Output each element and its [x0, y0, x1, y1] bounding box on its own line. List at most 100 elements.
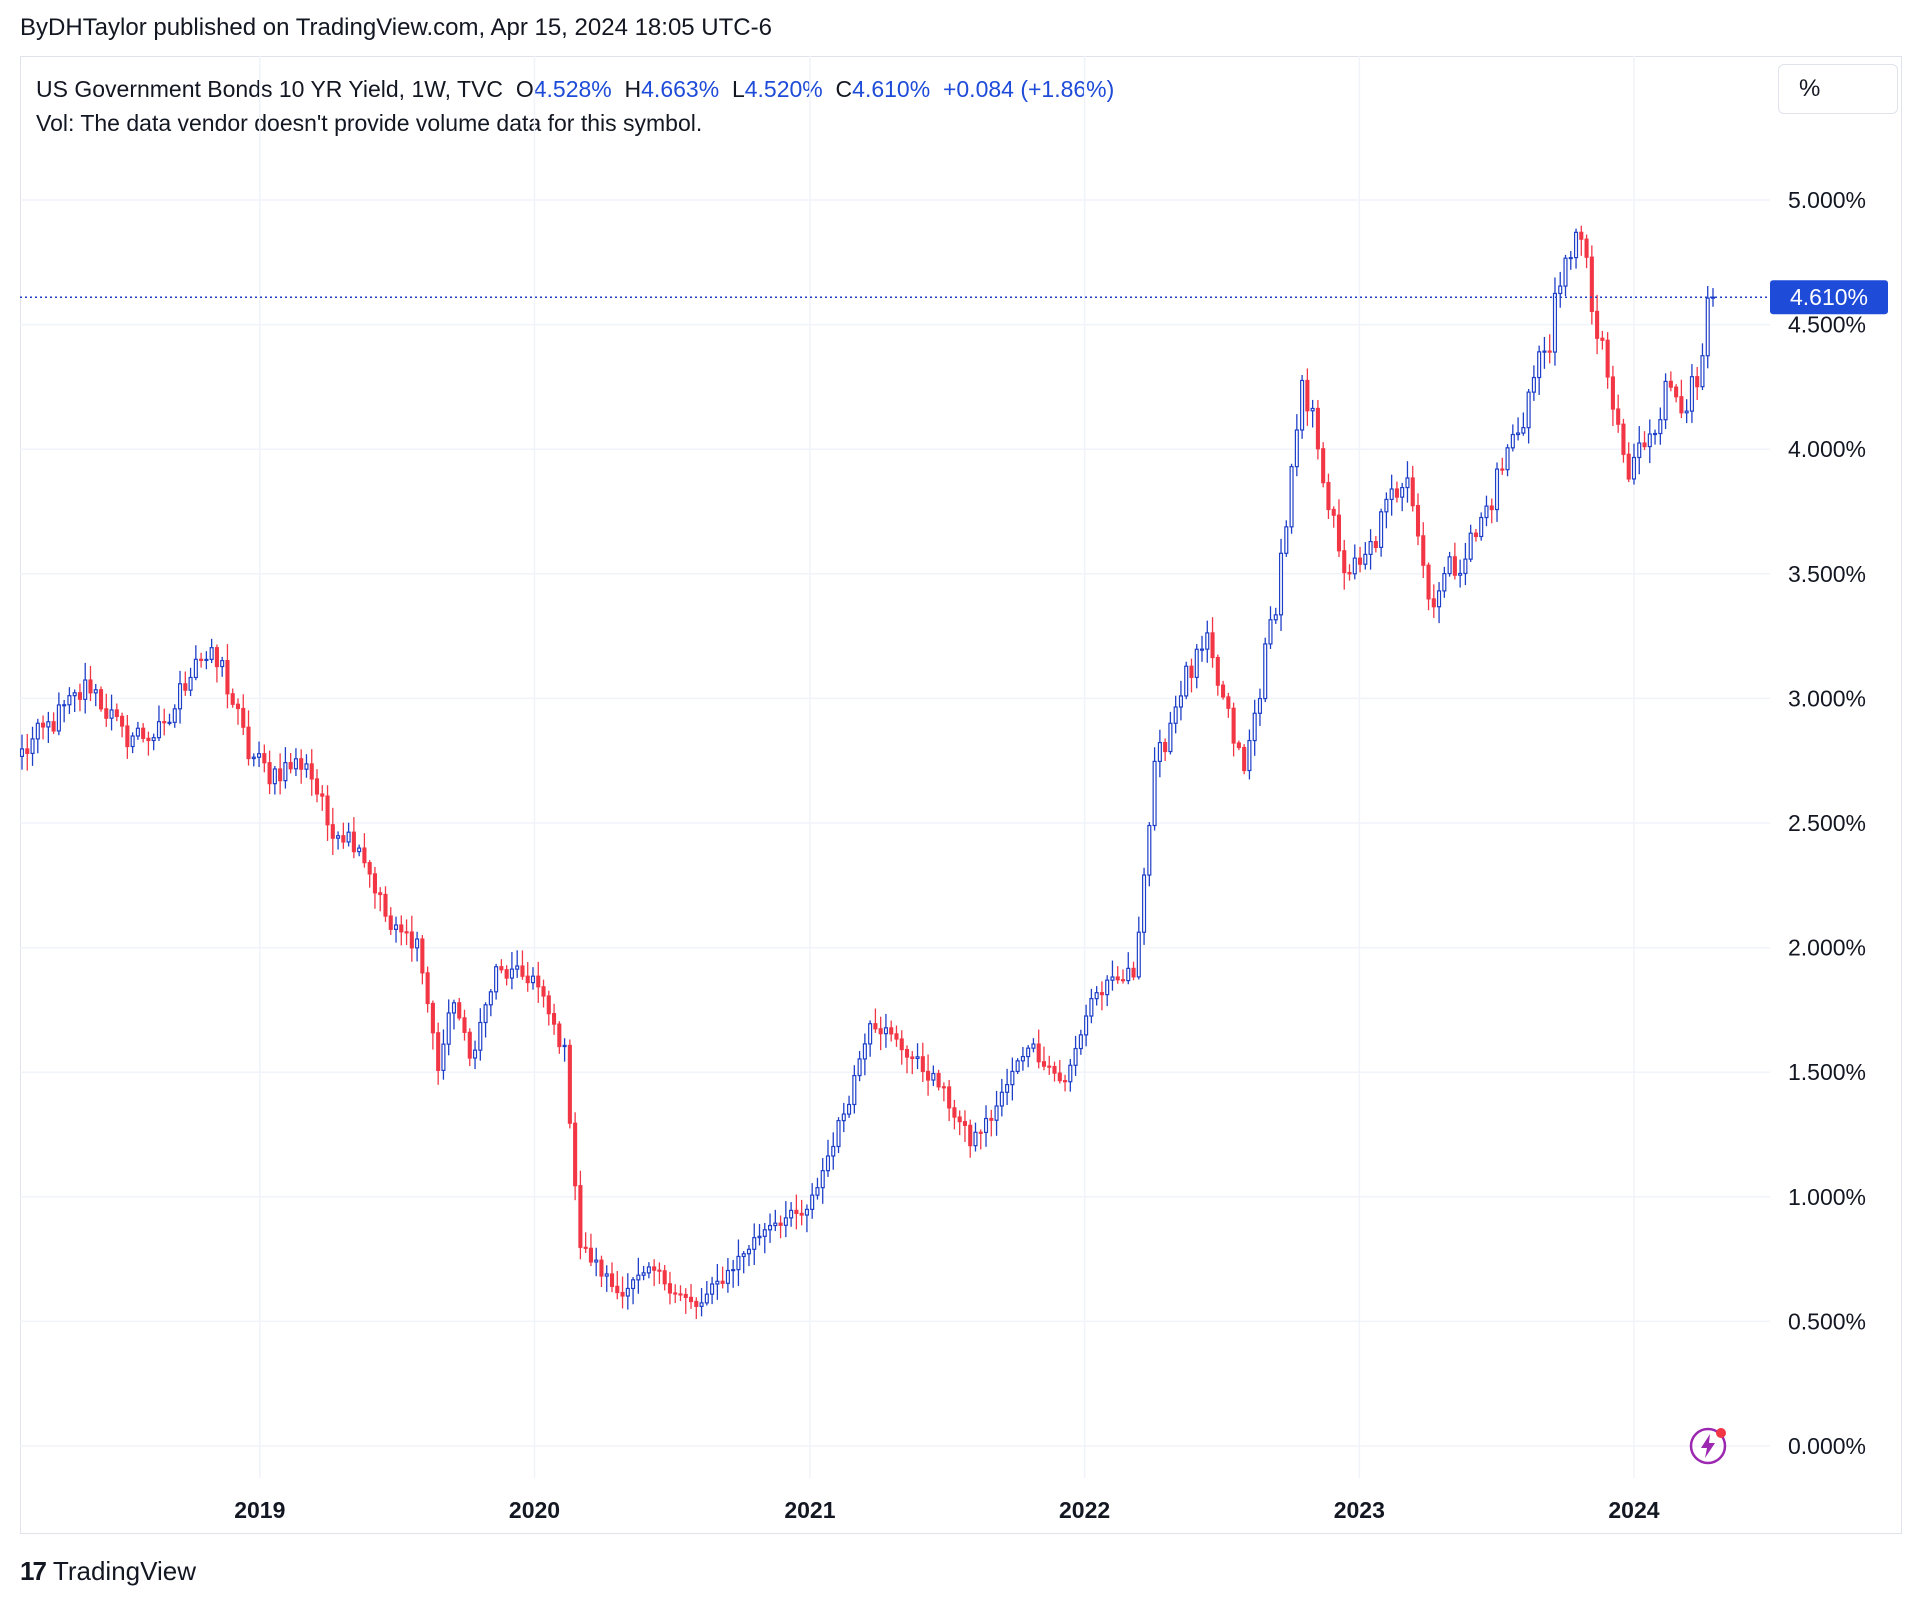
- candle-body: [1489, 505, 1494, 511]
- candle-body: [1373, 540, 1378, 548]
- candle-body: [467, 1031, 472, 1059]
- y-tick-label: 3.000%: [1788, 685, 1866, 711]
- symbol-title[interactable]: US Government Bonds 10 YR Yield, 1W, TVC: [36, 76, 504, 102]
- candle-body: [1642, 442, 1647, 448]
- candle-body: [1247, 739, 1252, 772]
- candle-body: [172, 708, 177, 723]
- ohlc-row: US Government Bonds 10 YR Yield, 1W, TVC…: [36, 72, 1114, 106]
- candle-body: [989, 1117, 994, 1121]
- candle-body: [378, 892, 383, 896]
- candle-body: [183, 683, 188, 691]
- candle-body: [615, 1285, 620, 1294]
- candle-body: [720, 1280, 725, 1284]
- candle-body: [1394, 488, 1399, 498]
- candle-body: [1305, 379, 1310, 412]
- candle-body: [557, 1023, 562, 1048]
- candle-body: [594, 1259, 599, 1263]
- candle-body: [1663, 380, 1668, 421]
- candle-body: [1442, 573, 1447, 592]
- candle-body: [114, 709, 119, 717]
- y-tick-label: 2.500%: [1788, 810, 1866, 836]
- candle-body: [462, 1017, 467, 1033]
- candle-body: [1094, 992, 1099, 1000]
- candle-body: [135, 727, 140, 737]
- candle-body: [857, 1058, 862, 1077]
- candle-body: [209, 647, 214, 660]
- candle-body: [1184, 665, 1189, 697]
- volume-note: Vol: The data vendor doesn't provide vol…: [36, 110, 703, 136]
- candle-body: [1342, 550, 1347, 574]
- candle-body: [699, 1302, 704, 1307]
- candle-body: [657, 1269, 662, 1272]
- candle-body: [1084, 1015, 1089, 1036]
- candle-body: [1057, 1072, 1062, 1082]
- candle-body: [1410, 477, 1415, 507]
- candle-body: [1595, 310, 1600, 339]
- candle-body: [1695, 376, 1700, 388]
- candle-body: [415, 938, 420, 949]
- y-tick-label: 1.500%: [1788, 1059, 1866, 1085]
- candle-body: [230, 693, 235, 705]
- candle-body: [1273, 614, 1278, 621]
- lightning-icon[interactable]: [1688, 1426, 1728, 1466]
- candle-body: [272, 768, 277, 785]
- candle-body: [1136, 931, 1141, 978]
- candle-body: [1131, 967, 1136, 978]
- candle-body: [704, 1293, 709, 1304]
- x-tick-label: 2021: [784, 1497, 835, 1523]
- candle-body: [299, 758, 304, 770]
- candle-body: [336, 835, 341, 839]
- candle-body: [562, 1044, 567, 1048]
- candle-body: [62, 704, 67, 707]
- candles: [19, 225, 1716, 1319]
- candle-body: [509, 968, 514, 979]
- unit-button[interactable]: %: [1778, 64, 1898, 114]
- candle-body: [357, 847, 362, 853]
- candle-body: [1263, 643, 1268, 700]
- candle-body: [1347, 571, 1352, 575]
- candle-body: [436, 1032, 441, 1071]
- candle-body: [241, 707, 246, 728]
- candle-body: [451, 1002, 457, 1014]
- candle-body: [588, 1247, 593, 1263]
- candle-body: [583, 1246, 588, 1249]
- candle-body: [1257, 697, 1263, 714]
- candle-body: [778, 1222, 783, 1226]
- candle-body: [1026, 1047, 1031, 1058]
- candle-body: [810, 1194, 815, 1210]
- candle-body: [1173, 706, 1178, 724]
- candle-body: [1352, 557, 1357, 575]
- candle-body: [320, 793, 325, 797]
- candle-body: [1689, 376, 1694, 412]
- candle-body: [746, 1248, 752, 1255]
- candle-body: [441, 1043, 446, 1071]
- publisher-line: ByDHTaylor published on TradingView.com,…: [20, 14, 772, 41]
- candle-body: [762, 1229, 767, 1237]
- candle-body: [599, 1259, 604, 1277]
- candle-body: [678, 1293, 683, 1296]
- candle-body: [1126, 967, 1131, 982]
- candle-body: [1668, 380, 1673, 388]
- candle-body: [204, 658, 209, 662]
- candle-body: [736, 1255, 741, 1271]
- candle-body: [1600, 337, 1605, 341]
- grid-lines: [20, 56, 1770, 1478]
- candle-body: [957, 1116, 962, 1123]
- candle-body: [1579, 231, 1584, 240]
- candle-body: [278, 768, 283, 782]
- candle-body: [1157, 741, 1162, 762]
- candle-body: [1437, 590, 1442, 608]
- candle-body: [1452, 556, 1457, 576]
- candle-body: [1700, 355, 1705, 388]
- footer-brand[interactable]: 17 TradingView: [20, 1556, 196, 1587]
- candle-body: [199, 658, 204, 662]
- candle-body: [852, 1074, 857, 1106]
- candle-body: [494, 966, 499, 993]
- candle-body: [968, 1124, 973, 1147]
- candle-body: [1610, 376, 1615, 410]
- candle-body: [1199, 648, 1205, 651]
- candle-body: [1242, 746, 1247, 772]
- candle-body: [72, 692, 77, 697]
- candle-body: [1558, 285, 1563, 295]
